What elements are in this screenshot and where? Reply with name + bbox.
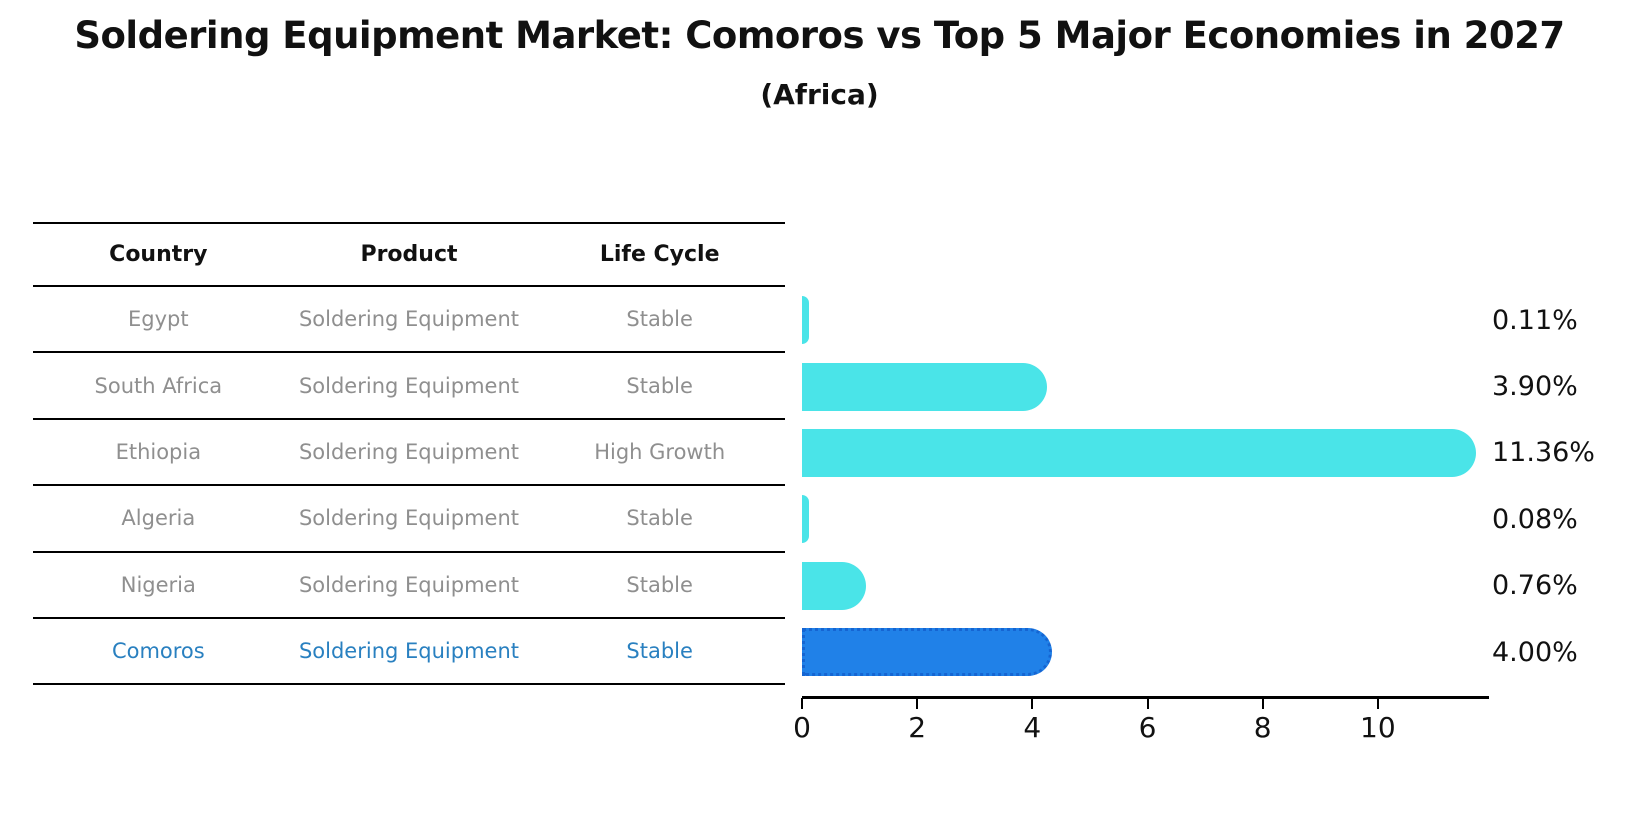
bar-row-egypt — [802, 287, 1489, 353]
cell-product: Soldering Equipment — [298, 506, 520, 531]
bar-egypt — [802, 296, 809, 345]
tick-label: 6 — [1138, 711, 1157, 744]
value-label-ethiopia: 11.36% — [1492, 437, 1595, 469]
value-labels: 0.11% 3.90% 11.36% 0.08% 0.76% 4.00% — [1492, 287, 1639, 685]
table-row-south-africa: South Africa Soldering Equipment Stable — [33, 353, 785, 420]
bar-row-nigeria — [802, 553, 1489, 619]
chart-title: Soldering Equipment Market: Comoros vs T… — [74, 14, 1565, 57]
cell-country: Nigeria — [120, 572, 196, 597]
cell-product: Soldering Equipment — [298, 439, 520, 464]
bar-nigeria — [802, 561, 866, 610]
tick-mark — [1376, 698, 1379, 709]
cell-product: Soldering Equipment — [298, 307, 520, 332]
column-header-product: Product — [360, 242, 458, 267]
comparison-table: Country Product Life Cycle Egypt Solderi… — [33, 222, 785, 686]
tick-label: 10 — [1360, 711, 1396, 744]
table-row-comoros: Comoros Soldering Equipment Stable — [33, 619, 785, 686]
cell-country: Comoros — [111, 639, 205, 664]
bar-algeria — [802, 495, 809, 544]
cell-country: South Africa — [94, 373, 223, 398]
cell-country: Algeria — [121, 506, 196, 531]
tick-label: 4 — [1023, 711, 1042, 744]
tick-label: 2 — [908, 711, 927, 744]
cell-product: Soldering Equipment — [298, 639, 520, 664]
cell-product: Soldering Equipment — [298, 572, 520, 597]
cell-life-cycle: Stable — [626, 307, 693, 332]
value-label-algeria: 0.08% — [1492, 503, 1578, 535]
bar-comoros — [802, 628, 1053, 677]
value-label-south-africa: 3.90% — [1492, 371, 1578, 403]
tick-mark — [801, 698, 803, 709]
column-header-country: Country — [109, 242, 208, 267]
tick-mark — [916, 698, 919, 709]
value-label-egypt: 0.11% — [1492, 304, 1578, 336]
value-label-nigeria: 0.76% — [1492, 570, 1578, 602]
tick-mark — [1031, 698, 1034, 709]
value-label-comoros: 4.00% — [1492, 636, 1578, 668]
tick-mark — [1146, 698, 1149, 709]
tick-mark — [1261, 698, 1264, 709]
tick-label: 0 — [793, 711, 811, 744]
cell-life-cycle: Stable — [626, 639, 693, 664]
bar-south-africa — [802, 362, 1047, 411]
column-header-life-cycle: Life Cycle — [599, 242, 720, 267]
bar-row-algeria — [802, 486, 1489, 552]
cell-country: Egypt — [128, 307, 189, 332]
table-row-algeria: Algeria Soldering Equipment Stable — [33, 486, 785, 553]
cell-country: Ethiopia — [115, 439, 202, 464]
tick-label: 8 — [1253, 711, 1272, 744]
cell-life-cycle: Stable — [626, 572, 693, 597]
bar-row-ethiopia — [802, 420, 1489, 486]
cell-life-cycle: High Growth — [594, 439, 726, 464]
x-axis-line — [802, 696, 1489, 699]
bar-row-south-africa — [802, 353, 1489, 419]
bar-ethiopia — [802, 428, 1477, 477]
table-row-ethiopia: Ethiopia Soldering Equipment High Growth — [33, 420, 785, 487]
x-axis: 0 2 4 6 8 10 — [793, 696, 1489, 756]
bar-row-comoros — [802, 619, 1489, 685]
cell-product: Soldering Equipment — [298, 373, 520, 398]
cell-life-cycle: Stable — [626, 506, 693, 531]
table-row-egypt: Egypt Soldering Equipment Stable — [33, 287, 785, 354]
bar-chart-area — [802, 287, 1489, 686]
cell-life-cycle: Stable — [626, 373, 693, 398]
table-row-nigeria: Nigeria Soldering Equipment Stable — [33, 553, 785, 619]
chart-subtitle: (Africa) — [760, 78, 879, 111]
table-header-row: Country Product Life Cycle — [33, 222, 785, 287]
